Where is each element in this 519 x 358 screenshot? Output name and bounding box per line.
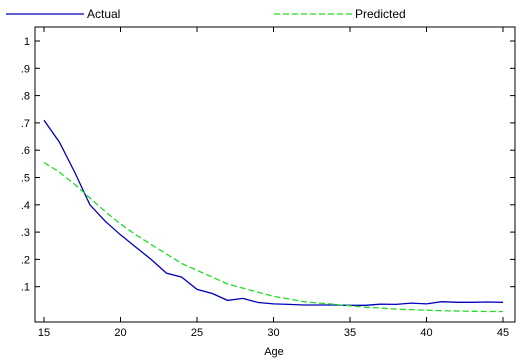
legend-label-predicted: Predicted [355,7,406,21]
x-tick-label: 15 [38,327,50,339]
y-tick-label: .9 [21,63,30,75]
y-tick-label: .1 [21,282,30,294]
y-tick-label: .8 [21,91,30,103]
y-tick-label: 1 [24,36,30,48]
x-tick-label: 45 [497,327,509,339]
x-tick-label: 20 [114,327,126,339]
y-tick-label: .4 [21,200,30,212]
legend: Actual Predicted [6,7,406,21]
series-line-predicted [43,161,503,313]
plot-frame [34,26,516,323]
legend-label-actual: Actual [87,7,120,21]
x-axis-title: Age [264,346,284,358]
y-axis: .1 .2 .3 .4 .5 .6 .7 .8 .9 1 [21,36,515,294]
y-tick-label: .3 [21,227,30,239]
y-tick-label: .2 [21,254,30,266]
series-layer [43,119,504,313]
x-tick-label: 25 [191,327,203,339]
series-line-actual [43,119,504,306]
y-tick-label: .5 [21,173,30,185]
x-tick-label: 35 [344,327,356,339]
x-tick-label: 30 [267,327,279,339]
x-axis: 15 20 25 30 35 40 45 [38,27,509,339]
y-tick-label: .6 [21,145,30,157]
y-tick-label: .7 [21,118,30,130]
x-tick-label: 40 [420,327,432,339]
